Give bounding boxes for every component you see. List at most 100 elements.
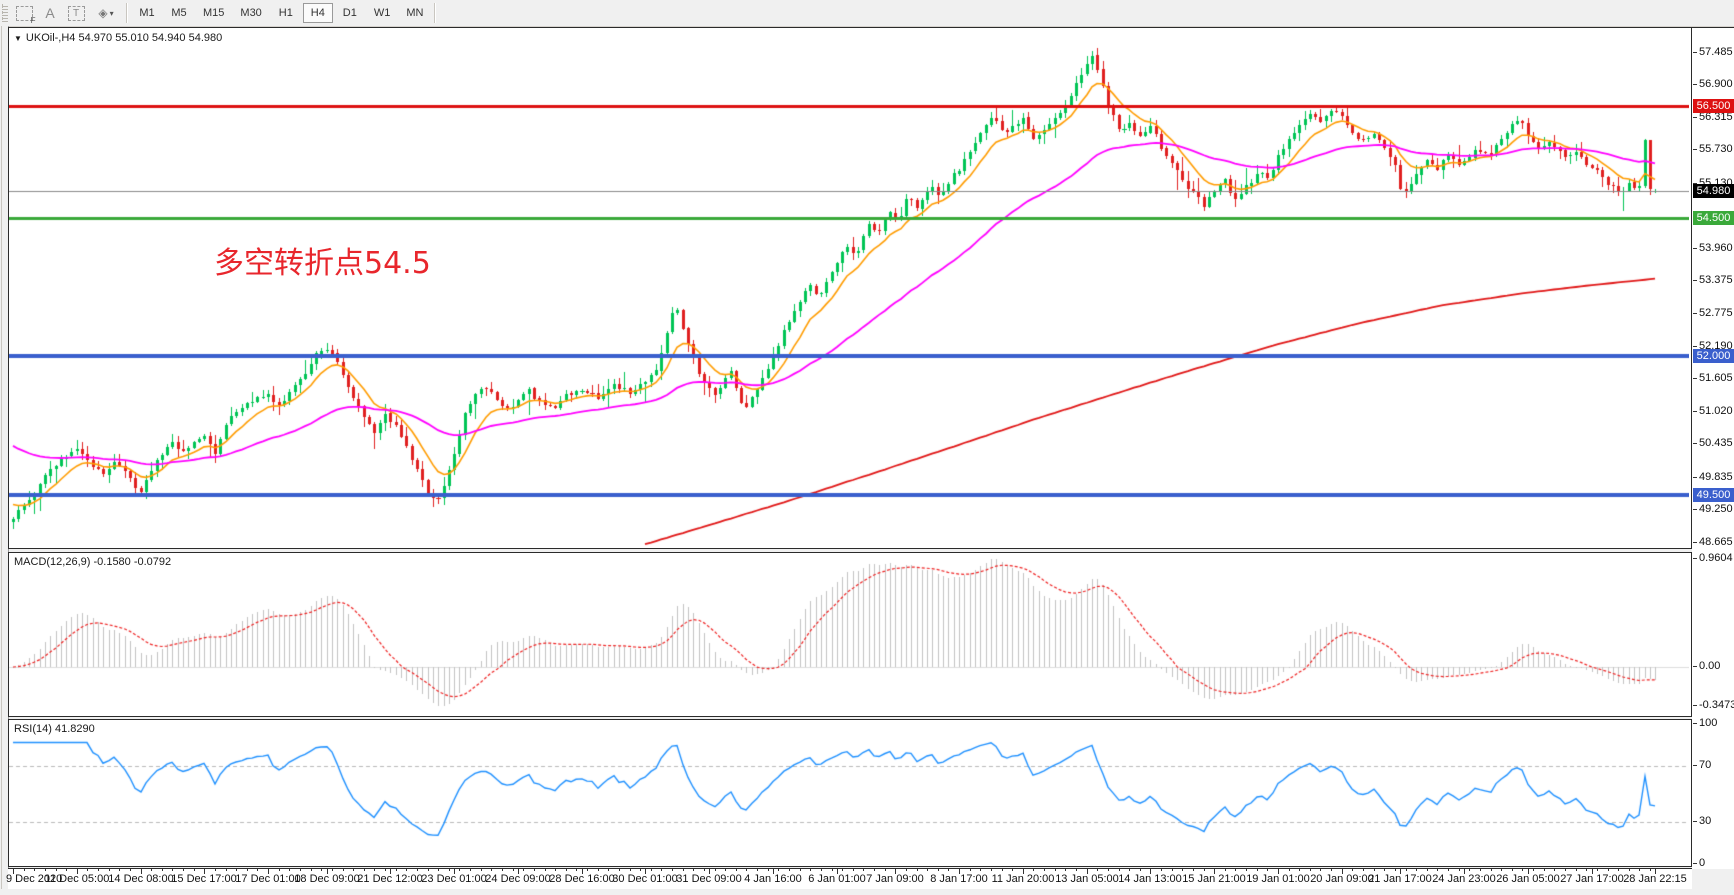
- time-axis-minor-tick: [513, 869, 514, 871]
- time-axis-label: 14 Jan 13:00: [1118, 873, 1182, 885]
- price-chart-pane[interactable]: [8, 27, 1692, 549]
- timeframe-button-m15[interactable]: M15: [196, 3, 231, 23]
- price-tick-label: 48.665: [1699, 535, 1733, 548]
- macd-pane[interactable]: [8, 552, 1692, 717]
- time-axis-tick: [1023, 869, 1024, 874]
- rsi-indicator-label: RSI(14) 41.8290: [14, 723, 95, 735]
- text-label-button[interactable]: A: [37, 2, 63, 24]
- toolbar-grip[interactable]: [2, 4, 8, 22]
- time-axis-minor-tick: [1437, 869, 1438, 871]
- time-axis-minor-tick: [257, 869, 258, 871]
- time-axis-minor-tick: [725, 869, 726, 871]
- arrows-icon: ◈: [98, 6, 108, 20]
- time-axis-minor-tick: [1257, 869, 1258, 871]
- time-axis-minor-tick: [1448, 869, 1449, 871]
- rsi-tick-label: 0: [1699, 857, 1706, 869]
- time-axis-minor-tick: [481, 869, 482, 871]
- time-axis-minor-tick: [1246, 869, 1247, 871]
- macd-canvas[interactable]: [9, 553, 1689, 714]
- timeframe-button-d1[interactable]: D1: [335, 3, 365, 23]
- time-axis-minor-tick: [1044, 869, 1045, 871]
- price-tick-mark: [1693, 116, 1697, 118]
- time-axis-minor-tick: [1512, 869, 1513, 871]
- price-tick-mark: [1693, 84, 1697, 86]
- time-axis-tick: [204, 869, 205, 874]
- time-axis-minor-tick: [1406, 869, 1407, 871]
- timeframe-button-h4[interactable]: H4: [302, 3, 333, 23]
- time-axis-tick: [141, 869, 142, 874]
- time-axis-minor-tick: [343, 869, 344, 871]
- time-axis-minor-tick: [98, 869, 99, 871]
- time-axis-label: 30 Dec 01:00: [612, 873, 678, 885]
- time-axis-minor-tick: [215, 869, 216, 871]
- timeframe-button-m30[interactable]: M30: [233, 3, 268, 23]
- time-axis-minor-tick: [77, 869, 78, 871]
- time-axis-minor-tick: [587, 869, 588, 871]
- price-axis[interactable]: [1692, 27, 1734, 869]
- timeframe-button-h1[interactable]: H1: [271, 3, 301, 23]
- time-axis[interactable]: [8, 868, 1692, 890]
- time-axis-minor-tick: [523, 869, 524, 871]
- time-axis-minor-tick: [289, 869, 290, 871]
- level-price-badge: 54.500: [1693, 210, 1734, 225]
- time-axis-minor-tick: [746, 869, 747, 871]
- macd-tick-mark: [1693, 558, 1697, 559]
- time-axis-tick: [1278, 869, 1279, 874]
- rsi-canvas[interactable]: [9, 720, 1689, 864]
- time-axis-minor-tick: [1289, 869, 1290, 871]
- time-axis-tick: [645, 869, 646, 874]
- time-axis-label: 15 Jan 21:00: [1182, 873, 1246, 885]
- time-axis-minor-tick: [555, 869, 556, 871]
- time-axis-tick: [327, 869, 328, 874]
- time-axis-minor-tick: [13, 869, 14, 871]
- rsi-tick-mark: [1693, 821, 1697, 822]
- time-axis-minor-tick: [141, 869, 142, 871]
- time-axis-minor-tick: [1278, 869, 1279, 871]
- time-axis-minor-tick: [1374, 869, 1375, 871]
- time-axis-minor-tick: [1012, 869, 1013, 871]
- time-axis-minor-tick: [236, 869, 237, 871]
- time-axis-minor-tick: [406, 869, 407, 871]
- time-axis-minor-tick: [821, 869, 822, 871]
- timeframe-button-m1[interactable]: M1: [132, 3, 162, 23]
- time-axis-tick: [1528, 869, 1529, 874]
- time-axis-minor-tick: [172, 869, 173, 871]
- time-axis-minor-tick: [651, 869, 652, 871]
- time-axis-minor-tick: [576, 869, 577, 871]
- time-axis-tick: [13, 869, 14, 874]
- time-axis-minor-tick: [438, 869, 439, 871]
- expander-icon[interactable]: ▼: [14, 34, 22, 43]
- price-tick-label: 56.315: [1699, 110, 1733, 123]
- price-tick-label: 52.190: [1699, 339, 1733, 352]
- time-axis-label: 8 Jan 17:00: [930, 873, 988, 885]
- timeframe-button-m5[interactable]: M5: [164, 3, 194, 23]
- time-axis-minor-tick: [1182, 869, 1183, 871]
- time-axis-tick: [1592, 869, 1593, 874]
- rsi-pane[interactable]: [8, 719, 1692, 867]
- time-axis-minor-tick: [1214, 869, 1215, 871]
- price-tick-mark: [1693, 345, 1697, 347]
- time-axis-minor-tick: [162, 869, 163, 871]
- time-axis-minor-tick: [810, 869, 811, 871]
- time-axis-minor-tick: [1108, 869, 1109, 871]
- price-tick-mark: [1693, 509, 1697, 511]
- timeframe-button-mn[interactable]: MN: [399, 3, 430, 23]
- time-axis-minor-tick: [470, 869, 471, 871]
- time-axis-label: 24 Jan 23:00: [1432, 873, 1496, 885]
- time-axis-minor-tick: [704, 869, 705, 871]
- time-axis-minor-tick: [321, 869, 322, 871]
- level-price-badge: 56.500: [1693, 99, 1734, 114]
- candlestick-chart-canvas[interactable]: [9, 28, 1689, 546]
- price-tick-mark: [1693, 378, 1697, 380]
- time-axis-minor-tick: [491, 869, 492, 871]
- text-box-button[interactable]: T: [63, 2, 89, 24]
- time-axis-minor-tick: [268, 869, 269, 871]
- time-axis-minor-tick: [661, 869, 662, 871]
- time-axis-label: 11 Dec 05:00: [44, 873, 110, 885]
- arrows-button[interactable]: ◈ ▾: [89, 2, 123, 24]
- timeframe-button-w1[interactable]: W1: [367, 3, 398, 23]
- time-axis-label: 17 Dec 01:00: [235, 873, 301, 885]
- time-axis-minor-tick: [1320, 869, 1321, 871]
- fibonacci-grid-button[interactable]: F: [11, 2, 37, 25]
- time-axis-minor-tick: [1586, 869, 1587, 871]
